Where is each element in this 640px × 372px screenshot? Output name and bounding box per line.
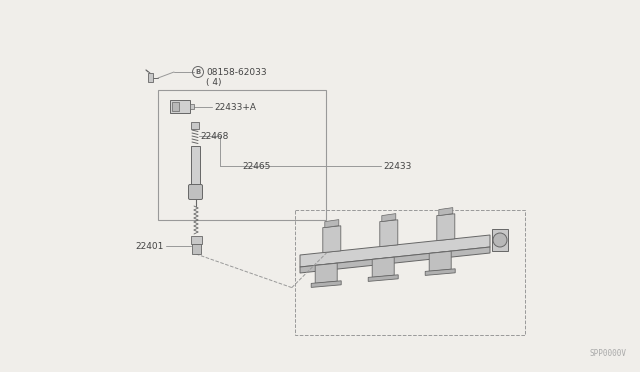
Polygon shape xyxy=(311,281,341,288)
Bar xyxy=(170,100,190,113)
Bar xyxy=(148,73,153,82)
FancyBboxPatch shape xyxy=(189,185,202,199)
Bar xyxy=(192,244,201,254)
Polygon shape xyxy=(325,219,339,228)
Text: 22433: 22433 xyxy=(383,161,412,170)
Polygon shape xyxy=(300,235,490,267)
Bar xyxy=(295,210,525,335)
Text: 22468: 22468 xyxy=(200,131,228,141)
Circle shape xyxy=(493,233,507,247)
Text: 08158-62033: 08158-62033 xyxy=(206,67,267,77)
Text: ( 4): ( 4) xyxy=(206,77,221,87)
Polygon shape xyxy=(372,257,394,278)
Polygon shape xyxy=(315,263,337,283)
Polygon shape xyxy=(300,247,490,273)
Polygon shape xyxy=(425,269,455,275)
Text: 22433+A: 22433+A xyxy=(214,103,256,112)
Text: 22401: 22401 xyxy=(136,241,164,250)
Bar xyxy=(158,90,326,220)
Polygon shape xyxy=(492,229,508,251)
Polygon shape xyxy=(323,226,341,253)
Text: B: B xyxy=(195,69,200,75)
Polygon shape xyxy=(436,214,455,241)
Bar xyxy=(172,102,179,111)
Bar xyxy=(191,146,200,186)
Polygon shape xyxy=(429,251,451,272)
Polygon shape xyxy=(382,214,396,222)
Bar xyxy=(190,104,194,109)
Bar xyxy=(191,236,202,244)
Bar xyxy=(191,122,199,129)
Polygon shape xyxy=(380,220,398,247)
Polygon shape xyxy=(439,208,453,216)
Text: SPP0000V: SPP0000V xyxy=(590,349,627,358)
Text: 22465: 22465 xyxy=(242,161,270,170)
Polygon shape xyxy=(368,275,398,281)
